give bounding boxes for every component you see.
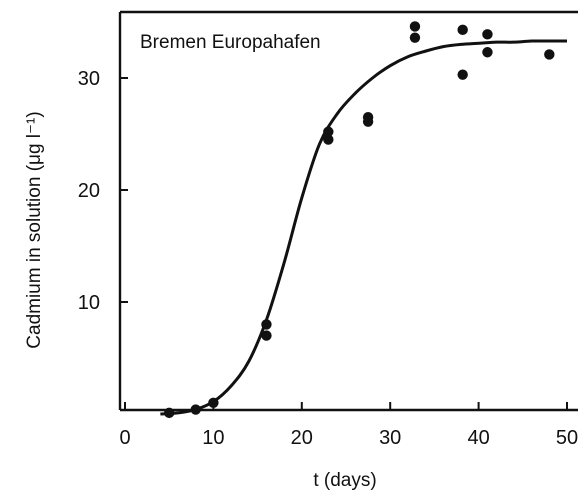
x-tick-label: 0	[119, 427, 130, 449]
x-tick-label: 50	[556, 427, 578, 449]
data-point	[323, 126, 334, 137]
chart-annotation: Bremen Europahafen	[140, 32, 321, 53]
x-tick-label: 40	[467, 427, 489, 449]
x-tick-label: 10	[202, 427, 224, 449]
data-point	[409, 21, 421, 32]
data-point	[190, 404, 201, 415]
data-point	[482, 29, 493, 40]
x-tick-label: 30	[379, 427, 401, 449]
y-tick-label: 10	[78, 292, 100, 314]
y-axis-label: Cadmium in solution (μg l⁻¹)	[24, 111, 45, 348]
x-tick-label: 20	[291, 427, 313, 449]
data-point	[457, 69, 468, 80]
data-point	[261, 319, 272, 330]
data-point	[261, 330, 272, 341]
data-point	[323, 134, 334, 145]
plot-frame	[118, 10, 578, 412]
fitted-curve-layer	[160, 39, 567, 416]
y-tick-label: 20	[78, 180, 100, 202]
data-point	[409, 32, 421, 43]
data-points-layer	[164, 21, 555, 419]
x-axis-label: t (days)	[313, 470, 376, 491]
data-point	[482, 47, 493, 58]
y-tick-label: 30	[78, 68, 100, 90]
data-point	[457, 24, 468, 36]
fitted-curve-line	[160, 39, 567, 416]
data-point	[362, 112, 374, 123]
data-point	[544, 49, 555, 60]
ticks-layer: 0 10 20 30 40 50 10 20 30	[78, 68, 578, 449]
data-point	[164, 407, 175, 419]
